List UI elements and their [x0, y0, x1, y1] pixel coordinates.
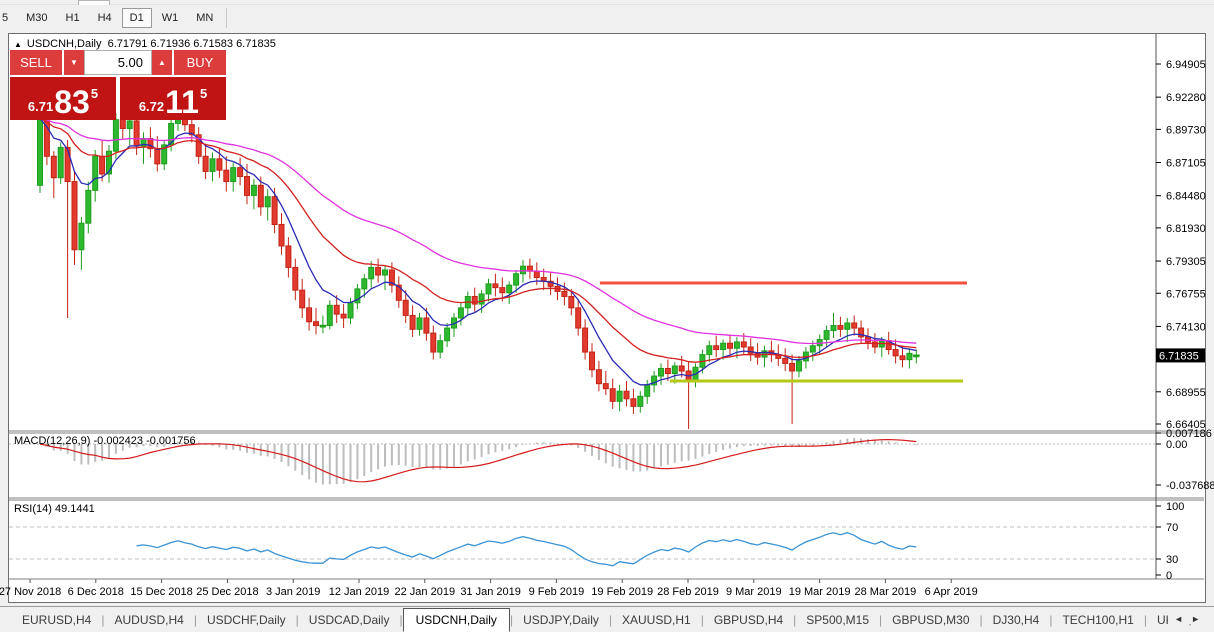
upper-toolbar-remnant: [0, 0, 1214, 5]
macd-values: -0.002423 -0.001756: [93, 435, 196, 447]
chart-tab-gbpusd[interactable]: GBPUSD,M30: [892, 612, 970, 627]
tab-separator: |: [193, 612, 197, 627]
tab-scroll-left-icon[interactable]: ◄: [1174, 614, 1192, 624]
tab-separator: |: [101, 612, 105, 627]
volume-input[interactable]: 5.00: [84, 50, 152, 75]
timeframe-button-w1[interactable]: W1: [161, 12, 179, 24]
rsi-label: RSI(14) 49.1441: [14, 503, 95, 515]
upper-toolbar-button-edge: [78, 0, 110, 5]
one-click-trade-panel: SELL ▼ 5.00 ▲ BUY 6.71 83 5 6.72 11 5: [10, 50, 226, 120]
tab-separator: |: [509, 612, 514, 627]
tab-separator: |: [979, 612, 983, 627]
timeframe-toolbar: 5 M30 H1 H4 D1 W1 MN: [0, 6, 1214, 30]
tab-separator: |: [879, 612, 883, 627]
buy-button[interactable]: BUY: [174, 50, 226, 75]
chart-tab-eurusd[interactable]: EURUSD,H4: [22, 612, 92, 627]
tab-scroll-right-icon[interactable]: ►: [1191, 614, 1208, 624]
sell-button[interactable]: SELL: [10, 50, 62, 75]
chart-tab-sp500[interactable]: SP500,M15: [806, 612, 870, 627]
sell-price-pip: 5: [90, 86, 99, 101]
timeframe-button-5[interactable]: 5: [2, 12, 9, 24]
timeframe-button-h1[interactable]: H1: [65, 12, 80, 24]
rsi-value: 49.1441: [54, 503, 95, 515]
timeframe-button-h4[interactable]: H4: [97, 12, 112, 24]
tab-separator: |: [295, 612, 299, 627]
tab-separator: |: [700, 612, 704, 627]
collapse-triangle-icon[interactable]: ▲: [14, 40, 22, 49]
chart-tab-bar: EURUSD,H4 | AUDUSD,H4 | USDCHF,Daily | USDCAD,…: [0, 606, 1214, 632]
chart-tab-usdchf[interactable]: USDCHF,Daily: [206, 612, 286, 627]
tab-separator: |: [1049, 612, 1053, 627]
spin-up-icon: ▲: [158, 58, 166, 67]
spin-down-icon: ▼: [70, 58, 78, 67]
chart-tab-tech100[interactable]: TECH100,H1: [1062, 612, 1134, 627]
tab-separator: |: [608, 612, 612, 627]
chart-tab-gbpusd[interactable]: GBPUSD,H4: [713, 612, 784, 627]
chart-ohlc-values: 6.71791 6.71936 6.71583 6.71835: [107, 38, 276, 50]
timeframe-button-m30[interactable]: M30: [26, 12, 48, 24]
buy-price-prefix: 6.72: [138, 99, 165, 114]
tab-separator: |: [793, 612, 797, 627]
chart-tab-audusd[interactable]: AUDUSD,H4: [114, 612, 184, 627]
toolbar-divider: [226, 8, 228, 28]
sell-price-prefix: 6.71: [27, 99, 54, 114]
chart-tab-usdcad[interactable]: USDCAD,Daily: [308, 612, 390, 627]
volume-decrease-button[interactable]: ▼: [64, 50, 84, 75]
macd-name: MACD(12,26,9): [14, 435, 91, 447]
tab-separator: |: [1143, 612, 1147, 627]
timeframe-button-mn[interactable]: MN: [196, 12, 214, 24]
chart-tab-dj30[interactable]: DJ30,H4: [992, 612, 1040, 627]
sell-price-box[interactable]: 6.71 83 5: [10, 77, 116, 120]
buy-price-box[interactable]: 6.72 11 5: [120, 77, 226, 120]
buy-price-main: 11: [165, 84, 199, 120]
sell-price-main: 83: [54, 84, 90, 120]
buy-price-pip: 5: [199, 86, 208, 101]
rsi-name: RSI(14): [14, 503, 52, 515]
tab-scroll-arrows[interactable]: ◄►: [1168, 614, 1208, 624]
tab-separator: |: [399, 612, 403, 627]
chart-tab-usdjpy[interactable]: USDJPY,Daily: [523, 612, 599, 627]
chart-title: ▲ USDCNH,Daily 6.71791 6.71936 6.71583 6.…: [14, 38, 276, 50]
macd-label: MACD(12,26,9) -0.002423 -0.001756: [14, 435, 196, 447]
timeframe-button-d1[interactable]: D1: [121, 8, 152, 28]
volume-increase-button[interactable]: ▲: [152, 50, 172, 75]
chart-tab-usdcnh[interactable]: USDCNH,Daily: [402, 607, 510, 632]
chart-symbol-label: USDCNH,Daily: [26, 38, 102, 50]
chart-tab-xauusd[interactable]: XAUUSD,H1: [622, 612, 691, 627]
